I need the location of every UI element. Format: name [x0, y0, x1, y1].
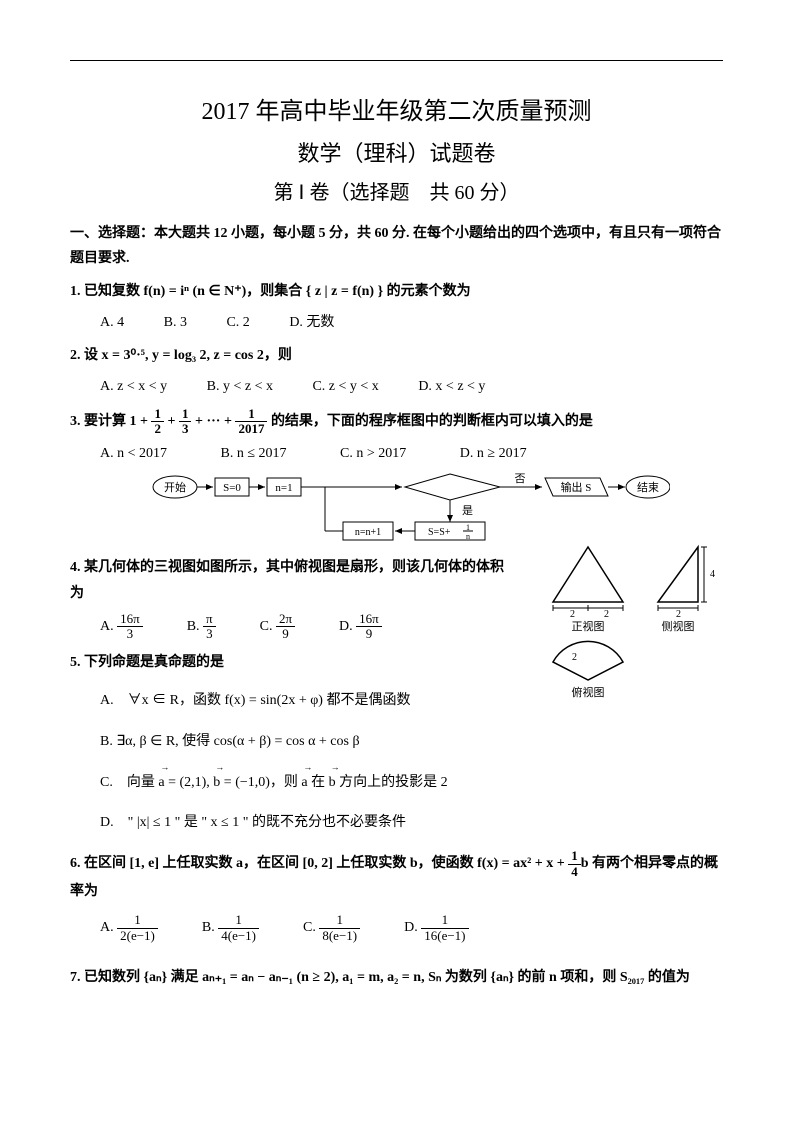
flowchart: 开始 S=0 n=1 否 输出 S 结束 是 S=S+ 1 n: [150, 472, 723, 547]
q3-frac2: 13: [179, 407, 192, 437]
vec-a2: a: [301, 768, 307, 799]
question-2: 2. 设 x = 3⁰·⁵, y = log₃ 2, z = cos 2，则: [70, 343, 723, 370]
q4-text: 4. 某几何体的三视图如图所示，其中俯视图是扇形，则该几何体的体积为: [70, 560, 504, 602]
q4-opt-a: A. 16π3: [100, 612, 143, 642]
side-label: 侧视图: [662, 619, 695, 633]
q6-opt-d: D. 116(e−1): [404, 913, 468, 943]
q1-opt-b: B. 3: [164, 310, 187, 335]
q1-opt-d: D. 无数: [289, 310, 334, 335]
q3-text-post: 的结果，下面的程序框图中的判断框内可以填入的是: [271, 414, 593, 429]
q5-opt-c: C. 向量 a = (2,1), b = (−1,0)，则 a 在 b 方向上的…: [100, 768, 723, 799]
q2-opt-a: A. z < x < y: [100, 374, 167, 399]
flow-add: S=S+: [428, 527, 451, 538]
q3-opt-b: B. n ≤ 2017: [221, 441, 287, 466]
question-4: 4. 某几何体的三视图如图所示，其中俯视图是扇形，则该几何体的体积为: [70, 555, 510, 608]
side-dim4: 4: [710, 569, 715, 580]
q6-options: A. 12(e−1) B. 14(e−1) C. 18(e−1) D. 116(…: [70, 913, 723, 943]
q3-opt-a: A. n < 2017: [100, 441, 167, 466]
q5-options: A. ∀x ∈ R，函数 f(x) = sin(2x + φ) 都不是偶函数 B…: [70, 686, 723, 839]
header-rule: [70, 60, 723, 61]
flow-no: 否: [515, 473, 526, 485]
q3-opt-d: D. n ≥ 2017: [460, 441, 527, 466]
q6-opt-b: B. 14(e−1): [202, 913, 259, 943]
vec-a: a: [158, 768, 164, 799]
title-part: 第 Ⅰ 卷（选择题 共 60 分）: [70, 176, 723, 205]
flow-end: 结束: [637, 481, 659, 494]
q6-opt-c: C. 18(e−1): [303, 913, 360, 943]
three-views: 2 2 正视图 4 2 侧视图 2 俯视图: [548, 542, 728, 707]
flow-n1: n=1: [275, 482, 292, 494]
q6-text-pre: 6. 在区间 [1, e] 上任取实数 a，在区间 [0, 2] 上任取实数 b…: [70, 856, 568, 871]
q4-opt-c: C. 2π9: [260, 612, 295, 642]
q2-options: A. z < x < y B. y < z < x C. z < y < x D…: [70, 374, 723, 399]
flow-out: 输出 S: [561, 480, 592, 494]
title-subject: 数学（理科）试题卷: [70, 136, 723, 168]
side-dim2: 2: [676, 609, 681, 620]
q3-text-pre: 3. 要计算 1 +: [70, 414, 148, 429]
section-instructions: 一、选择题：本大题共 12 小题，每小题 5 分，共 60 分. 在每个小题给出…: [70, 221, 723, 271]
q3-text-mid: + ··· +: [195, 414, 232, 429]
q5-opt-d: D. " |x| ≤ 1 " 是 " x ≤ 1 " 的既不充分也不必要条件: [100, 808, 723, 839]
vec-b2: b: [329, 768, 336, 799]
question-7: 7. 已知数列 {aₙ} 满足 aₙ₊₁ = aₙ − aₙ₋₁ (n ≥ 2)…: [70, 961, 723, 995]
q5-opt-b: B. ∃α, β ∈ R, 使得 cos(α + β) = cos α + co…: [100, 727, 723, 758]
q1-opt-a: A. 4: [100, 310, 124, 335]
q3-frac1: 12: [151, 407, 164, 437]
q4-opt-d: D. 16π9: [339, 612, 382, 642]
q2-opt-c: C. z < y < x: [312, 374, 378, 399]
flowchart-svg: 开始 S=0 n=1 否 输出 S 结束 是 S=S+ 1 n: [150, 472, 670, 542]
front-dim2a: 2: [570, 609, 575, 620]
question-3: 3. 要计算 1 + 12 + 13 + ··· + 12017 的结果，下面的…: [70, 407, 723, 437]
title-main: 2017 年高中毕业年级第二次质量预测: [70, 91, 723, 126]
vec-b: b: [213, 768, 220, 799]
q3-options: A. n < 2017 B. n ≤ 2017 C. n > 2017 D. n…: [70, 441, 723, 466]
question-6: 6. 在区间 [1, e] 上任取实数 a，在区间 [0, 2] 上任取实数 b…: [70, 849, 723, 905]
q6-opt-a: A. 12(e−1): [100, 913, 158, 943]
top-dim2: 2: [572, 652, 577, 663]
flow-add-den: n: [466, 532, 470, 541]
front-dim2b: 2: [604, 609, 609, 620]
flow-start: 开始: [164, 480, 186, 494]
q3-opt-c: C. n > 2017: [340, 441, 406, 466]
views-svg: 2 2 正视图 4 2 侧视图 2 俯视图: [548, 542, 728, 702]
q2-opt-b: B. y < z < x: [207, 374, 273, 399]
q4-opt-b: B. π3: [187, 612, 216, 642]
q3-frac3: 12017: [235, 407, 267, 437]
flow-yes: 是: [462, 504, 473, 517]
front-label: 正视图: [572, 619, 605, 633]
q1-options: A. 4 B. 3 C. 2 D. 无数: [70, 310, 723, 335]
q1-opt-c: C. 2: [226, 310, 249, 335]
flow-inc: n=n+1: [355, 527, 381, 538]
top-label: 俯视图: [572, 685, 605, 699]
q2-opt-d: D. x < z < y: [418, 374, 485, 399]
question-1: 1. 已知复数 f(n) = iⁿ (n ∈ N⁺)，则集合 { z | z =…: [70, 279, 723, 306]
q6-frac: 14: [568, 849, 581, 879]
flow-s0: S=0: [223, 482, 241, 494]
